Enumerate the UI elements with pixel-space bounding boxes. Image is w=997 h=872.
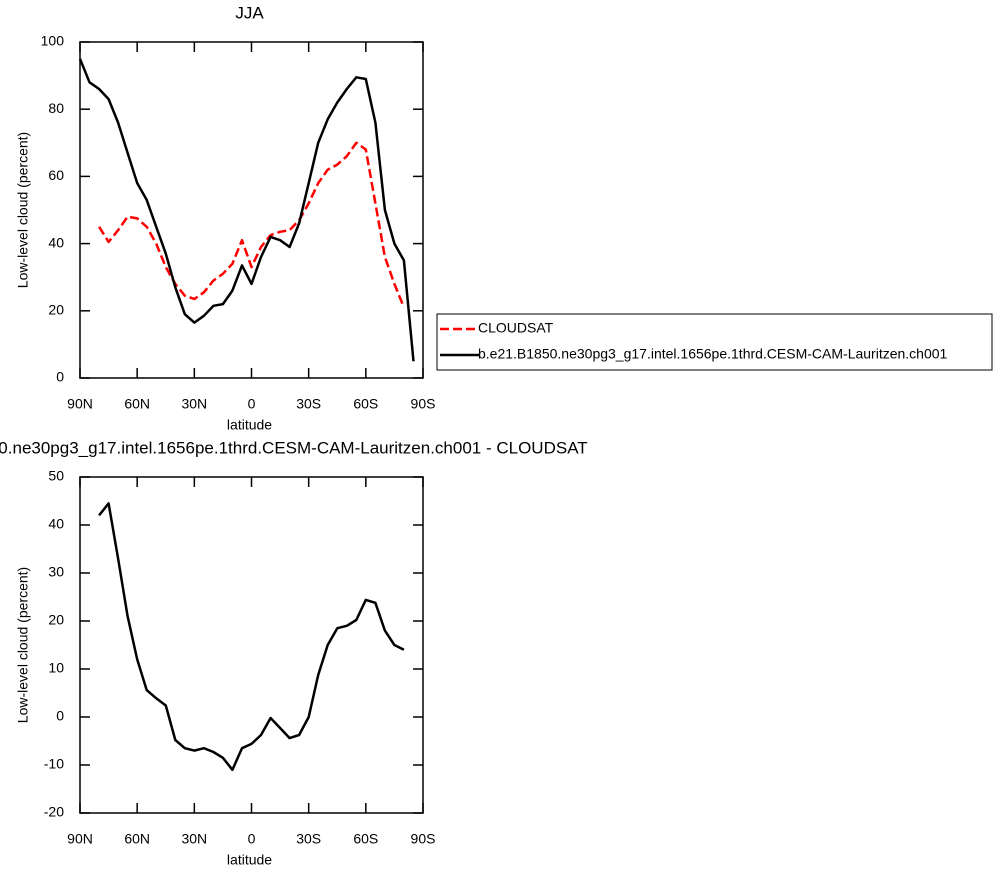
y-tick-label: -10 xyxy=(44,756,64,772)
legend-label: b.e21.B1850.ne30pg3_g17.intel.1656pe.1th… xyxy=(478,346,948,362)
x-tick-label: 0 xyxy=(248,831,256,847)
y-tick-label: 40 xyxy=(48,234,64,250)
y-tick-label: 50 xyxy=(48,468,64,484)
y-tick-label: 40 xyxy=(48,516,64,532)
y-tick-label: 100 xyxy=(41,33,65,49)
data-line xyxy=(78,58,415,362)
x-tick-label: 60S xyxy=(353,396,378,412)
data-line xyxy=(98,141,406,308)
x-tick-label: 90N xyxy=(67,831,93,847)
y-tick-label: 20 xyxy=(48,612,64,628)
data-line xyxy=(98,502,405,772)
chart-title: JJA xyxy=(235,3,264,22)
y-tick-label: 0 xyxy=(56,369,64,385)
x-tick-label: 60S xyxy=(353,831,378,847)
y-tick-label: 30 xyxy=(48,564,64,580)
y-tick-label: 10 xyxy=(48,660,64,676)
y-tick-label: 80 xyxy=(48,100,64,116)
x-tick-label: 60N xyxy=(124,396,150,412)
legend-box xyxy=(436,313,993,371)
plot-frame xyxy=(79,41,424,379)
plot-frame xyxy=(79,476,424,814)
x-tick-label: 90S xyxy=(411,831,436,847)
x-tick-label: 60N xyxy=(124,831,150,847)
x-tick-label: 30N xyxy=(181,831,207,847)
x-tick-label: 90N xyxy=(67,396,93,412)
x-axis-label: latitude xyxy=(227,417,272,433)
legend-label: CLOUDSAT xyxy=(478,320,554,336)
y-tick-label: -20 xyxy=(44,804,64,820)
x-tick-label: 30N xyxy=(181,396,207,412)
x-axis-label: latitude xyxy=(227,852,272,868)
y-tick-label: 60 xyxy=(48,167,64,183)
x-tick-label: 30S xyxy=(296,831,321,847)
y-axis-label: Low-level cloud (percent) xyxy=(15,132,31,288)
x-tick-label: 0 xyxy=(248,396,256,412)
y-axis-label: Low-level cloud (percent) xyxy=(15,567,31,723)
x-tick-label: 90S xyxy=(411,396,436,412)
y-tick-label: 0 xyxy=(56,708,64,724)
chart-title: b.e21.B1850.ne30pg3_g17.intel.1656pe.1th… xyxy=(0,438,588,457)
y-tick-label: 20 xyxy=(48,302,64,318)
x-tick-label: 30S xyxy=(296,396,321,412)
